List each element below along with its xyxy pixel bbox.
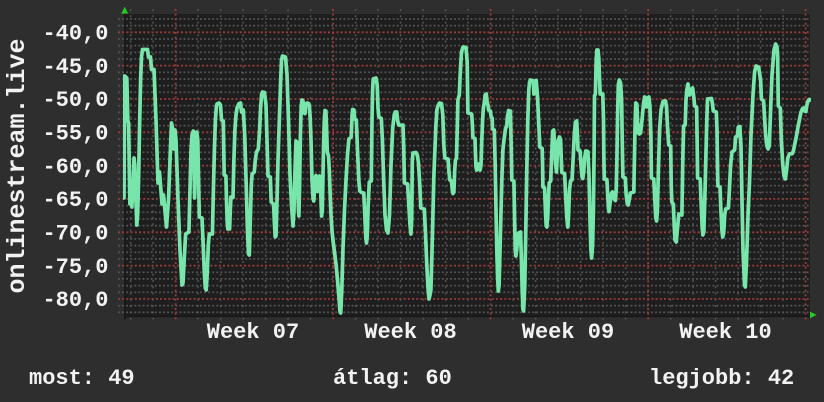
svg-text:legjobb: 42: legjobb: 42 [649,366,794,391]
svg-text:-40,0: -40,0 [42,22,108,47]
svg-text:-55,0: -55,0 [42,122,108,147]
svg-text:most: 49: most: 49 [29,366,135,391]
svg-text:Week 08: Week 08 [364,320,456,345]
svg-text:onlinestream.live: onlinestream.live [3,38,32,293]
svg-text:átlag: 60: átlag: 60 [333,366,452,391]
svg-text:Week 07: Week 07 [207,320,299,345]
svg-text:Week 09: Week 09 [522,320,614,345]
svg-text:-45,0: -45,0 [42,55,108,80]
svg-text:-75,0: -75,0 [42,255,108,280]
svg-text:Week 10: Week 10 [679,320,771,345]
svg-text:-70,0: -70,0 [42,222,108,247]
svg-text:-60,0: -60,0 [42,155,108,180]
svg-text:-50,0: -50,0 [42,88,108,113]
svg-text:-65,0: -65,0 [42,188,108,213]
svg-text:-80,0: -80,0 [42,288,108,313]
